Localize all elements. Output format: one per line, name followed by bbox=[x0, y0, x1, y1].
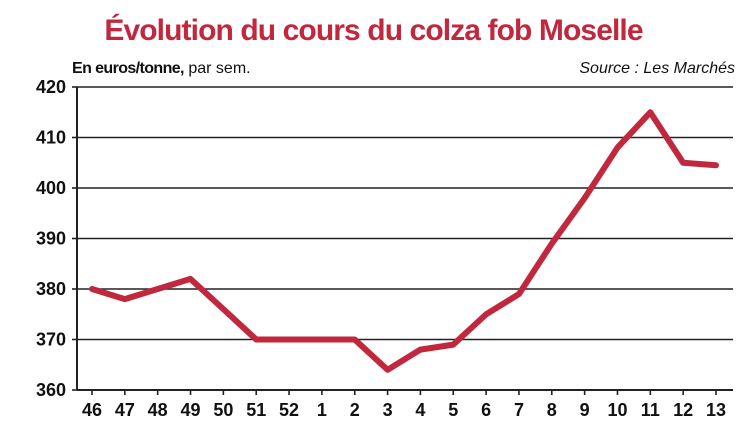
x-tick-labels: 46 47 48 49 50 51 52 1 2 3 4 5 6 7 8 9 10 11 12 13 bbox=[82, 400, 726, 420]
x-tick-label-47: 47 bbox=[115, 400, 135, 420]
y-tick-label-370: 370 bbox=[36, 330, 66, 350]
x-tick-label-7: 7 bbox=[514, 400, 524, 420]
x-tick-label-50: 50 bbox=[213, 400, 233, 420]
x-tick-label-5: 5 bbox=[448, 400, 458, 420]
x-tick-label-8: 8 bbox=[547, 400, 557, 420]
x-tick-label-49: 49 bbox=[181, 400, 201, 420]
y-tick-labels: 360 370 380 390 400 410 420 bbox=[36, 77, 66, 400]
x-tick-label-11: 11 bbox=[641, 400, 660, 420]
unit-label-light: par sem. bbox=[183, 60, 251, 77]
unit-label-strong: En euros/tonne, bbox=[72, 60, 185, 77]
x-tick-label-12: 12 bbox=[673, 400, 693, 420]
unit-label: En euros/tonne, par sem. bbox=[72, 60, 251, 78]
x-tick-label-46: 46 bbox=[82, 400, 102, 420]
source-label: Source : Les Marchés bbox=[579, 60, 735, 77]
y-tick-label-400: 400 bbox=[36, 178, 66, 198]
x-tick-label-9: 9 bbox=[580, 400, 590, 420]
x-tick-label-2: 2 bbox=[350, 400, 360, 420]
chart-title: Évolution du cours du colza fob Moselle bbox=[104, 14, 643, 47]
x-tick-label-4: 4 bbox=[415, 400, 425, 420]
x-tick-label-52: 52 bbox=[279, 400, 299, 420]
y-tick-label-390: 390 bbox=[36, 229, 66, 249]
y-tick-label-360: 360 bbox=[36, 380, 66, 400]
series-colza-price bbox=[89, 109, 719, 373]
y-tick-label-380: 380 bbox=[36, 279, 66, 299]
x-tick-label-13: 13 bbox=[706, 400, 726, 420]
x-tick-label-3: 3 bbox=[383, 400, 393, 420]
x-tick-label-10: 10 bbox=[607, 400, 627, 420]
x-tick-label-51: 51 bbox=[246, 400, 266, 420]
x-tick-label-1: 1 bbox=[317, 400, 327, 420]
series-line bbox=[89, 109, 719, 373]
axes bbox=[72, 86, 733, 395]
x-tick-label-48: 48 bbox=[148, 400, 168, 420]
x-tick-label-6: 6 bbox=[481, 400, 491, 420]
y-tick-label-420: 420 bbox=[36, 77, 66, 97]
y-tick-label-410: 410 bbox=[36, 128, 66, 148]
